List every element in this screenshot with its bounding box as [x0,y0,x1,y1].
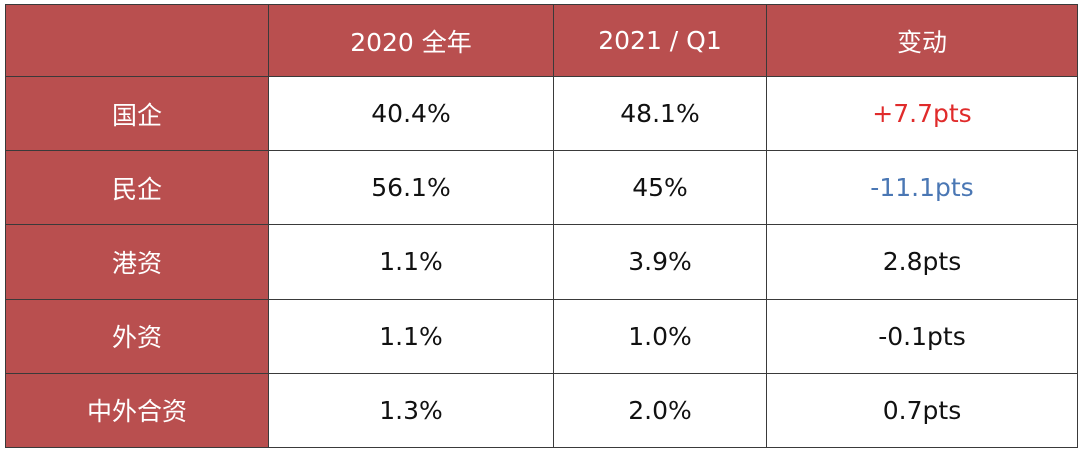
cell-2021-q1: 3.9% [553,224,767,300]
cell-change: 0.7pts [766,372,1078,449]
row-label: 外资 [5,298,269,374]
cell-2021-q1: 45% [553,150,767,226]
cell-2020: 1.1% [268,224,554,300]
table-row: 国企 40.4% 48.1% +7.7pts [5,75,1078,152]
row-label: 中外合资 [5,372,269,449]
cell-change: -11.1pts [766,150,1078,226]
comparison-table: 2020 全年 2021 / Q1 变动 国企 40.4% 48.1% +7.7… [5,4,1078,449]
cell-2021-q1: 48.1% [553,75,767,152]
table-row: 民企 56.1% 45% -11.1pts [5,150,1078,226]
header-cell-change: 变动 [766,4,1078,77]
cell-2020: 1.1% [268,298,554,374]
cell-2020: 40.4% [268,75,554,152]
table-row: 中外合资 1.3% 2.0% 0.7pts [5,372,1078,449]
header-cell-2020: 2020 全年 [268,4,554,77]
cell-2021-q1: 2.0% [553,372,767,449]
header-cell-2021-q1: 2021 / Q1 [553,4,767,77]
comparison-table-container: 2020 全年 2021 / Q1 变动 国企 40.4% 48.1% +7.7… [5,4,1078,449]
cell-2021-q1: 1.0% [553,298,767,374]
cell-change: -0.1pts [766,298,1078,374]
cell-change: +7.7pts [766,75,1078,152]
table-row: 港资 1.1% 3.9% 2.8pts [5,224,1078,300]
cell-change: 2.8pts [766,224,1078,300]
table-row: 外资 1.1% 1.0% -0.1pts [5,298,1078,374]
row-label: 民企 [5,150,269,226]
header-row: 2020 全年 2021 / Q1 变动 [5,4,1078,77]
row-label: 港资 [5,224,269,300]
header-cell-empty [5,4,269,77]
cell-2020: 1.3% [268,372,554,449]
cell-2020: 56.1% [268,150,554,226]
row-label: 国企 [5,75,269,152]
